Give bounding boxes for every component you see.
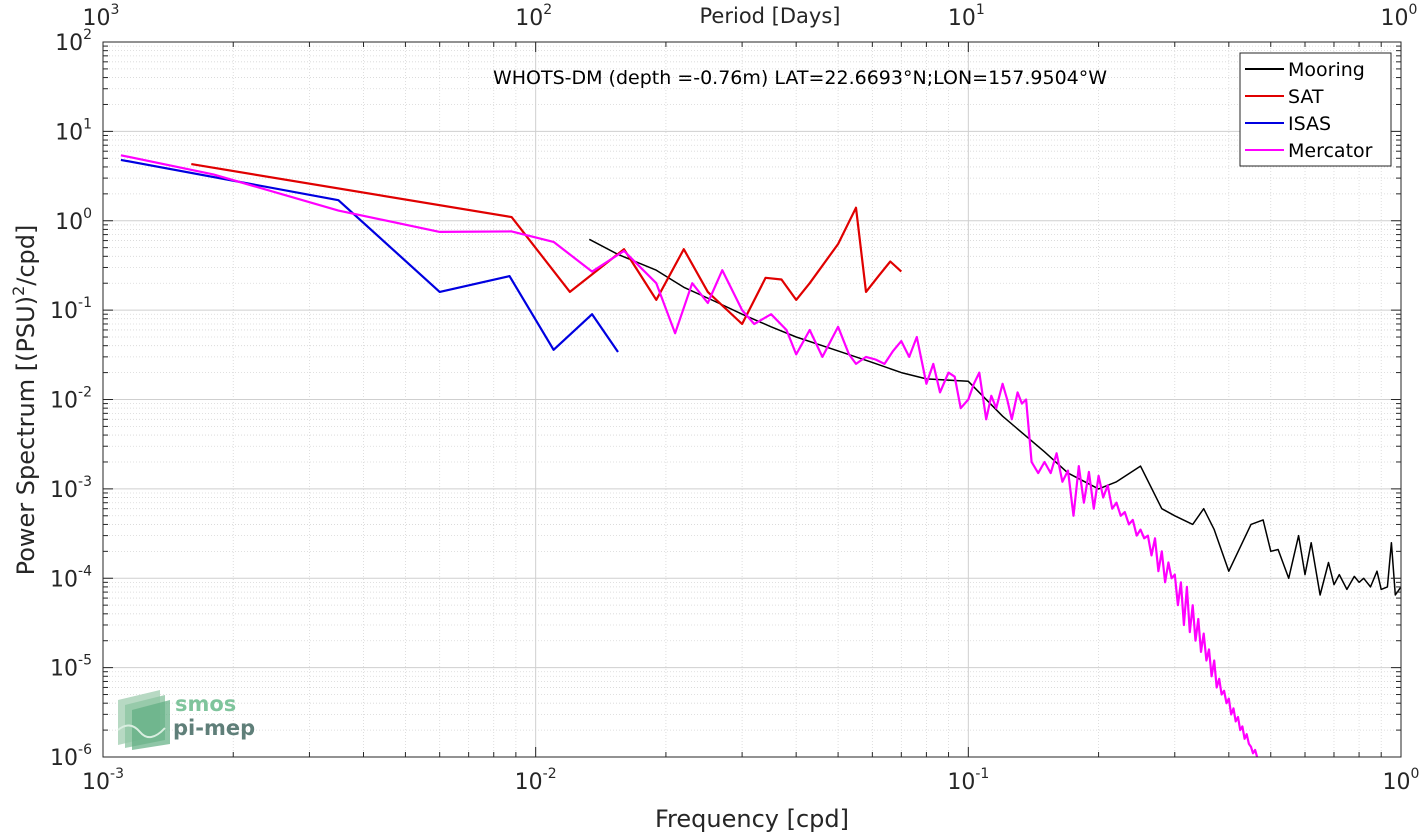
legend-label-sat: SAT bbox=[1288, 86, 1324, 108]
y-tick-base: 10 bbox=[50, 657, 78, 682]
y-tick-base: 10 bbox=[55, 31, 83, 56]
y-tick-label: 10-5 bbox=[50, 653, 92, 682]
top-tick-exp: 0 bbox=[1409, 2, 1418, 18]
y-tick-label: 102 bbox=[55, 27, 92, 56]
legend-label-mooring: Mooring bbox=[1288, 59, 1365, 81]
x-tick-exp: 0 bbox=[1411, 766, 1420, 782]
series-line-isas bbox=[120, 158, 619, 353]
series-line-mercator bbox=[120, 154, 1259, 757]
y-tick-exp: 2 bbox=[83, 27, 92, 43]
axis-ticks bbox=[102, 41, 1402, 758]
x-tick-exp: -1 bbox=[975, 766, 989, 782]
legend-label-isas: ISAS bbox=[1288, 113, 1331, 135]
logo: smos pi-mep bbox=[117, 690, 255, 750]
y-tick-exp: -6 bbox=[78, 742, 92, 758]
legend: Mooring SAT ISAS Mercator bbox=[1239, 52, 1392, 167]
y-tick-exp: -5 bbox=[78, 653, 92, 669]
y-tick-exp: -1 bbox=[78, 295, 92, 311]
y-tick-label: 10-4 bbox=[50, 563, 92, 592]
logo-waves-icon bbox=[117, 690, 170, 750]
y-tick-base: 10 bbox=[55, 210, 83, 235]
top-tick-exp: 3 bbox=[111, 2, 120, 18]
top-tick-base: 10 bbox=[948, 6, 976, 31]
y-tick-label: 10-3 bbox=[50, 474, 92, 503]
chart-title: WHOTS-DM (depth =-0.76m) LAT=22.6693°N;L… bbox=[493, 67, 1107, 89]
y-tick-exp: 0 bbox=[83, 206, 92, 222]
y-tick-base: 10 bbox=[50, 567, 78, 592]
y-axis-label-sup: 2 bbox=[9, 286, 28, 296]
y-tick-exp: -4 bbox=[78, 563, 92, 579]
top-tick-label: 101 bbox=[948, 2, 985, 31]
y-tick-exp: -2 bbox=[78, 385, 92, 401]
x-tick-base: 10 bbox=[82, 770, 110, 795]
y-tick-base: 10 bbox=[50, 746, 78, 771]
y-tick-label: 101 bbox=[55, 116, 92, 145]
y-tick-label: 100 bbox=[55, 206, 92, 235]
legend-box bbox=[1239, 52, 1392, 167]
x-tick-label: 100 bbox=[1383, 766, 1420, 795]
y-tick-label: 10-2 bbox=[50, 385, 92, 414]
legend-label-mercator: Mercator bbox=[1288, 140, 1373, 162]
top-axis-label: Period [Days] bbox=[700, 4, 841, 28]
y-tick-exp: -3 bbox=[78, 474, 92, 490]
y-tick-base: 10 bbox=[55, 120, 83, 145]
y-axis-label-tail: /cpd] bbox=[12, 225, 40, 286]
top-tick-base: 10 bbox=[1381, 6, 1409, 31]
top-tick-label: 103 bbox=[83, 2, 120, 31]
x-tick-base: 10 bbox=[515, 770, 543, 795]
logo-text-pimep: pi-mep bbox=[173, 716, 255, 740]
series-line-mooring bbox=[588, 238, 1401, 596]
y-tick-exp: 1 bbox=[83, 116, 92, 132]
x-axis-label: Frequency [cpd] bbox=[655, 805, 849, 833]
x-tick-label: 10-2 bbox=[515, 766, 557, 795]
y-axis-label: Power Spectrum [(PSU)2/cpd] bbox=[9, 225, 40, 576]
y-tick-base: 10 bbox=[50, 478, 78, 503]
top-tick-label: 100 bbox=[1381, 2, 1418, 31]
y-tick-label: 10-6 bbox=[50, 742, 92, 771]
top-tick-base: 10 bbox=[515, 6, 543, 31]
y-tick-label: 10-1 bbox=[50, 295, 92, 324]
x-tick-label: 10-3 bbox=[82, 766, 124, 795]
x-tick-exp: -2 bbox=[543, 766, 557, 782]
top-tick-base: 10 bbox=[83, 6, 111, 31]
y-tick-base: 10 bbox=[50, 299, 78, 324]
series-layer bbox=[120, 154, 1401, 757]
top-tick-label: 102 bbox=[515, 2, 552, 31]
y-axis-label-main: Power Spectrum [(PSU) bbox=[12, 296, 40, 575]
top-tick-exp: 2 bbox=[543, 2, 552, 18]
y-tick-base: 10 bbox=[50, 389, 78, 414]
logo-text-smos: smos bbox=[175, 692, 236, 716]
x-tick-base: 10 bbox=[1383, 770, 1411, 795]
x-tick-exp: -3 bbox=[110, 766, 124, 782]
x-tick-base: 10 bbox=[947, 770, 975, 795]
x-tick-label: 10-1 bbox=[947, 766, 989, 795]
top-tick-exp: 1 bbox=[976, 2, 985, 18]
